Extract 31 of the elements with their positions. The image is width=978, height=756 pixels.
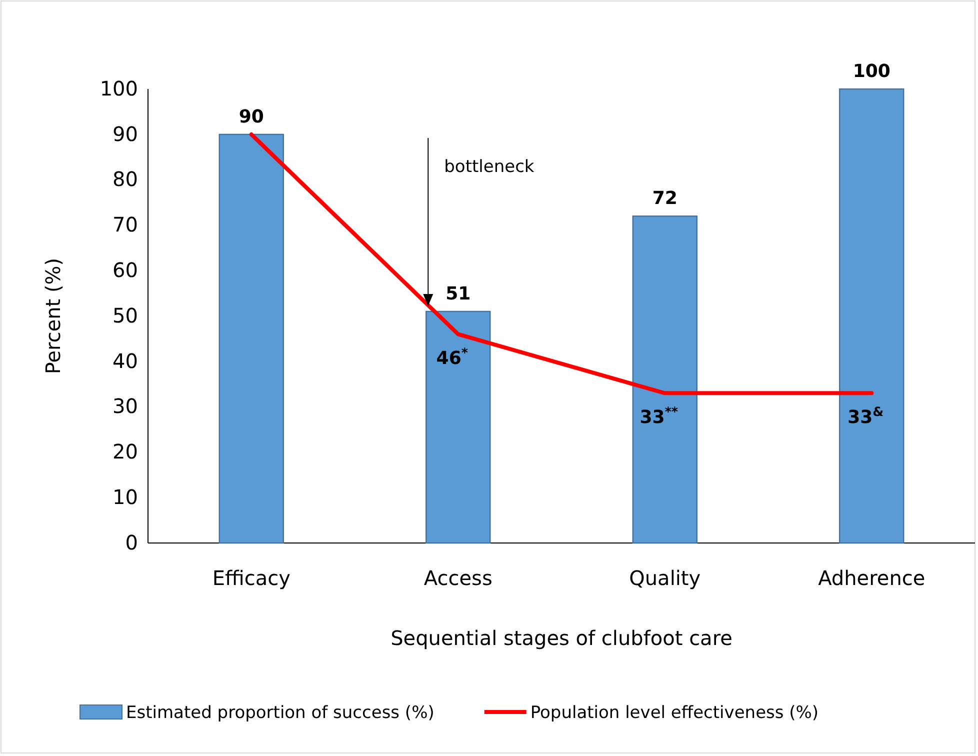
data-label: 33$^{**}$ [640, 404, 678, 428]
x-tick-label: Adherence [818, 566, 926, 590]
annotation: bottleneck [444, 157, 534, 177]
y-tick-label: 10 [112, 485, 138, 509]
legend-label: Population level effectiveness (%) [530, 703, 819, 723]
x-tick-label: Quality [629, 566, 701, 590]
y-tick-label: 60 [112, 258, 138, 282]
data-label: 33$^{&}$ [848, 404, 884, 428]
y-tick-label: 90 [112, 122, 138, 146]
y-tick-label: 70 [112, 212, 138, 237]
legend-label: Estimated proportion of success (%) [126, 703, 434, 723]
y-axis-title: Percent (%) [41, 258, 65, 374]
y-tick-label: 0 [125, 530, 138, 554]
x-axis-title: Sequential stages of clubfoot care [390, 626, 732, 650]
y-tick-label: 80 [112, 167, 138, 192]
bar [632, 216, 698, 544]
bar [839, 88, 904, 544]
data-label: 46$^{*}$ [436, 344, 468, 370]
y-tick-label: 50 [112, 303, 138, 328]
y-tick-label: 100 [100, 76, 138, 100]
x-tick-label: Efficacy [212, 566, 291, 590]
y-tick-label: 40 [112, 348, 138, 373]
y-tick-label: 30 [112, 394, 138, 418]
data-label: 100 [852, 61, 890, 82]
bar [426, 310, 491, 544]
bar [218, 134, 284, 544]
data-label: 72 [652, 188, 678, 210]
data-label: 51 [446, 283, 471, 304]
x-tick-label: Access [424, 566, 492, 590]
y-tick-label: 20 [112, 440, 138, 464]
data-label: 90 [238, 106, 264, 128]
